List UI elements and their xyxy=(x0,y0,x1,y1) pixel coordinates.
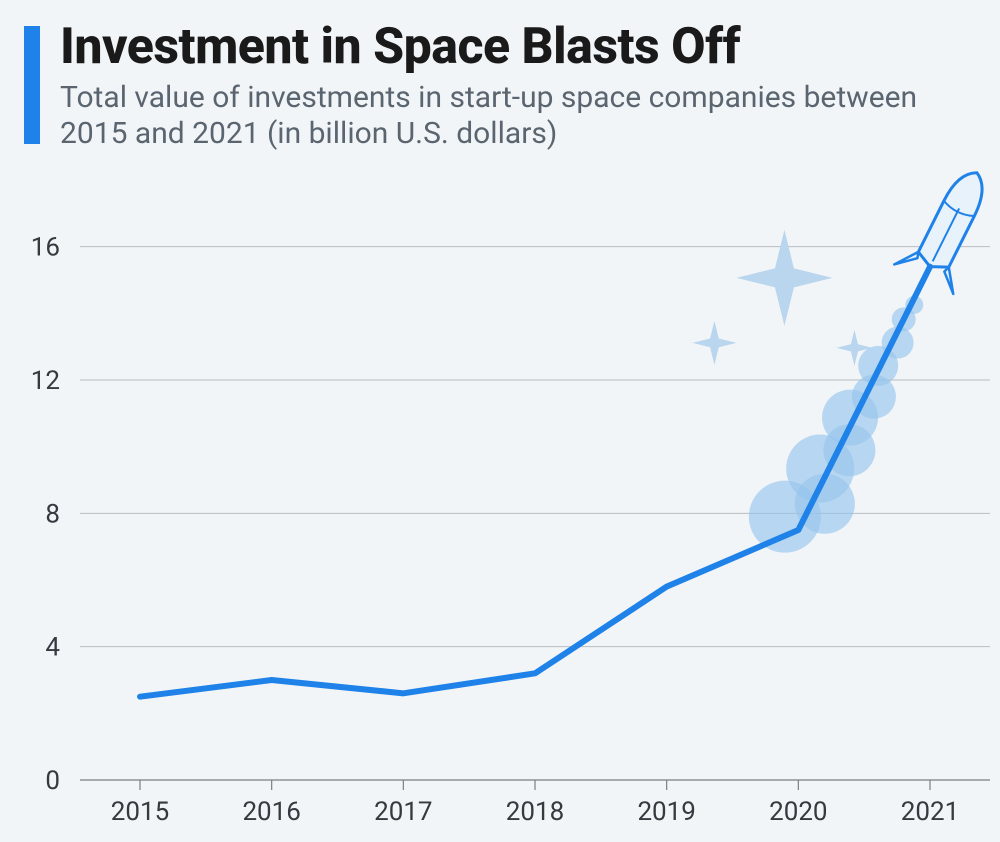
x-tick-label: 2015 xyxy=(111,797,169,827)
infographic-page: Investment in Space Blasts Off Total val… xyxy=(0,0,1000,842)
x-tick-label: 2016 xyxy=(242,797,300,827)
accent-bar xyxy=(24,26,40,144)
chart-subtitle: Total value of investments in start-up s… xyxy=(60,80,960,152)
chart-title: Investment in Space Blasts Off xyxy=(60,18,740,76)
y-tick-label: 4 xyxy=(45,633,60,663)
x-axis-ticks: 2015 2016 2017 2018 2019 2020 2021 xyxy=(111,780,959,827)
rocket-decoration xyxy=(692,170,1000,553)
y-tick-label: 16 xyxy=(31,233,60,263)
y-tick-label: 12 xyxy=(31,366,60,396)
y-tick-label: 8 xyxy=(45,499,60,529)
y-axis-ticks: 0 4 8 12 16 xyxy=(31,233,61,796)
x-tick-label: 2017 xyxy=(374,797,432,827)
chart-area: 0 4 8 12 16 2015 2016 2017 2018 2019 2020 2021 xyxy=(0,170,1000,830)
x-tick-label: 2020 xyxy=(769,797,827,827)
rocket-icon xyxy=(894,170,1000,294)
y-tick-label: 0 xyxy=(45,766,60,796)
x-tick-label: 2021 xyxy=(901,797,959,827)
x-tick-label: 2019 xyxy=(637,797,695,827)
line-chart-svg: 0 4 8 12 16 2015 2016 2017 2018 2019 2020 2021 xyxy=(0,170,1000,830)
x-tick-label: 2018 xyxy=(506,797,564,827)
